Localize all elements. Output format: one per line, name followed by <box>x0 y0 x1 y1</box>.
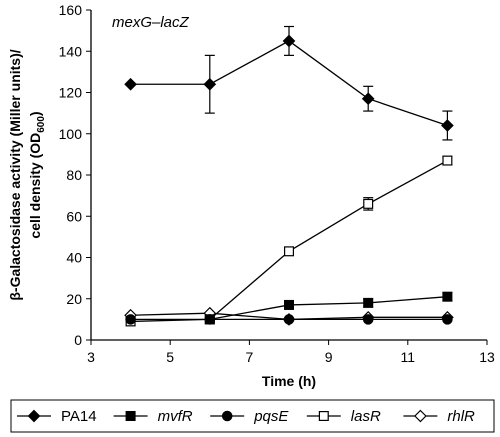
legend-item-PA14: PA14 <box>17 408 97 425</box>
point-pqsE <box>283 314 295 325</box>
point-mvfR <box>363 297 374 308</box>
point-lasR <box>284 246 295 257</box>
x-tick-label: 3 <box>87 349 95 365</box>
x-tick-label: 5 <box>166 349 174 365</box>
point-lasR <box>442 155 453 166</box>
y-tick-label: 0 <box>74 332 82 348</box>
legend-item-pqsE: pqsE <box>210 408 289 425</box>
legend-label: lasR <box>351 408 381 425</box>
series-mvfR <box>204 291 453 325</box>
point-PA14 <box>124 77 137 91</box>
y-tick-label: 140 <box>59 43 83 59</box>
point-PA14 <box>203 77 217 91</box>
legend-label: pqsE <box>253 408 289 425</box>
legend-item-rhlR: rhlR <box>403 408 475 425</box>
legend-marker <box>414 409 427 423</box>
y-tick-label: 60 <box>66 208 82 224</box>
x-tick-label: 7 <box>246 349 254 365</box>
y-tick-label: 120 <box>59 85 83 101</box>
series-line-mvfR <box>209 296 448 321</box>
point-mvfR <box>284 299 295 310</box>
legend-item-lasR: lasR <box>306 408 381 425</box>
legend-marker <box>27 409 41 423</box>
axes: 3 5 7 9 11 13 0 20 40 60 80 100 120 140 160 <box>59 2 495 365</box>
point-PA14 <box>361 92 375 106</box>
legend-label: mvfR <box>158 408 193 425</box>
legend-marker <box>221 410 233 422</box>
legend-marker <box>125 411 136 422</box>
series-PA14 <box>124 25 454 141</box>
point-pqsE <box>125 314 136 325</box>
point-mvfR <box>442 291 453 302</box>
point-PA14 <box>441 119 454 132</box>
series-pqsE <box>125 314 453 325</box>
point-pqsE <box>362 314 374 325</box>
chart-annotation: mexG–lacZ <box>112 14 190 31</box>
y-axis-title-line2: cell density (OD600) <box>27 111 47 238</box>
legend-label: rhlR <box>447 408 475 425</box>
point-mvfR <box>204 314 215 325</box>
legend-marker <box>318 411 329 422</box>
point-pqsE <box>442 314 453 325</box>
series-layer <box>124 25 454 327</box>
x-tick-label: 9 <box>325 349 333 365</box>
x-axis-title: Time (h) <box>262 373 316 389</box>
x-tick-label: 13 <box>479 349 495 365</box>
point-lasR <box>363 198 374 209</box>
y-tick-label: 160 <box>59 2 83 18</box>
y-axis-title-subscript: 600 <box>36 116 47 133</box>
legend-item-mvfR: mvfR <box>113 408 193 425</box>
legend-label: PA14 <box>61 408 97 425</box>
y-axis-title-line1: β-Galactosidase activity (Miller units)/ <box>7 49 23 300</box>
point-PA14 <box>282 34 296 48</box>
legend: PA14 mvfR pqsE lasR rhlR <box>10 399 495 433</box>
x-tick-label: 11 <box>401 349 416 365</box>
y-tick-label: 80 <box>66 167 82 183</box>
y-axis-title-main: cell density (OD <box>27 133 43 239</box>
series-line-lasR <box>130 159 448 323</box>
y-tick-label: 20 <box>66 291 82 307</box>
y-tick-label: 100 <box>59 126 83 142</box>
y-tick-label: 40 <box>66 250 82 266</box>
y-axis-title-close: ) <box>27 111 43 116</box>
